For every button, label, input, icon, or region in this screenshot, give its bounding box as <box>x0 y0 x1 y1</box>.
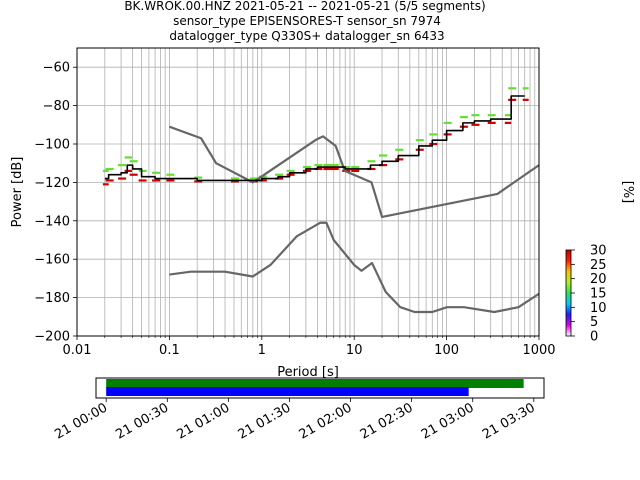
timeline-bar-psd-coverage <box>106 387 469 396</box>
title-line-1: BK.WROK.00.HNZ 2021-05-21 -- 2021-05-21 … <box>124 0 485 13</box>
colorbar-tick-label: 0 <box>590 330 598 345</box>
ppsd-plot: 0.01 0.1 1 10 100 1000 −200 −180 −160 −140 −120 −1… <box>10 47 556 380</box>
y-tick-label: −140 <box>34 214 70 229</box>
coverage-timeline: 21 00:00 21 00:30 21 01:00 21 01:30 21 02:00… <box>52 377 545 443</box>
x-tick-label: 1000 <box>522 343 555 358</box>
plot-series <box>104 95 540 314</box>
timeline-tick-label: 21 00:00 <box>52 400 110 442</box>
series-noise-model-upper <box>169 125 540 219</box>
y-tick-label: −80 <box>43 99 70 114</box>
y-axis-ticks: −200 −180 −160 −140 −120 −100 −80 −60 <box>34 61 77 345</box>
ppsd-band-low-percentile <box>102 98 529 186</box>
series-noise-model-lower <box>169 221 540 314</box>
colorbar-label: [%] <box>620 181 635 204</box>
colorbar-gradient <box>565 249 572 337</box>
title-line-3: datalogger_type Q330S+ datalogger_sn 643… <box>169 29 444 43</box>
x-tick-label: 0.01 <box>63 343 92 358</box>
x-tick-label: 0.1 <box>159 343 180 358</box>
x-axis-ticks: 0.01 0.1 1 10 100 1000 <box>63 336 556 358</box>
colorbar-tick-label: 10 <box>590 301 607 316</box>
colorbar-tick-label: 5 <box>590 315 598 330</box>
ppsd-band-high-percentile <box>102 87 529 180</box>
plot-frame <box>76 47 540 337</box>
colorbar-tick-label: 15 <box>590 287 607 302</box>
timeline-tick-label: 21 00:30 <box>113 400 171 442</box>
timeline-tick-label: 21 01:00 <box>175 400 233 442</box>
x-tick-label: 10 <box>346 343 363 358</box>
timeline-ticks: 21 00:00 21 00:30 21 01:00 21 01:30 21 02:00… <box>52 398 538 443</box>
plot-grid <box>76 48 539 337</box>
colorbar-tick-label: 30 <box>590 244 607 259</box>
title-line-2: sensor_type EPISENSORES-T sensor_sn 7974 <box>173 14 441 28</box>
colorbar-tick-label: 25 <box>590 258 607 273</box>
chart-title: BK.WROK.00.HNZ 2021-05-21 -- 2021-05-21 … <box>124 0 485 43</box>
y-tick-label: −60 <box>43 61 70 76</box>
timeline-tick-label: 21 03:00 <box>419 400 477 442</box>
y-axis-label: Power [dB] <box>10 157 25 228</box>
timeline-tick-label: 21 03:30 <box>480 400 538 442</box>
timeline-bars <box>106 379 524 396</box>
ppsd-density-bands <box>102 87 529 186</box>
y-tick-label: −160 <box>34 253 70 268</box>
colorbar-tick-label: 20 <box>590 272 607 287</box>
y-tick-label: −100 <box>34 138 70 153</box>
y-tick-label: −120 <box>34 176 70 191</box>
timeline-tick-label: 21 01:30 <box>236 400 294 442</box>
series-mean <box>104 95 525 182</box>
y-tick-label: −180 <box>34 291 70 306</box>
x-tick-label: 1 <box>258 343 266 358</box>
timeline-tick-label: 21 02:00 <box>297 400 355 442</box>
timeline-tick-label: 21 02:30 <box>358 400 416 442</box>
timeline-bar-data-coverage <box>106 379 524 388</box>
y-tick-label: −200 <box>34 330 70 345</box>
x-tick-label: 100 <box>434 343 459 358</box>
x-axis-label: Period [s] <box>277 365 339 380</box>
